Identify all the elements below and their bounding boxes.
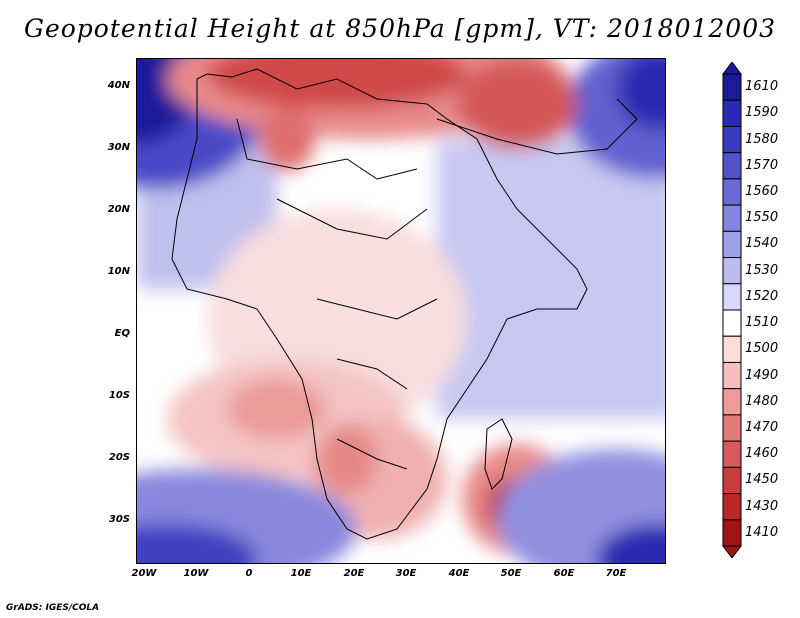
colorbar-swatch (722, 73, 742, 101)
lat-label: 30S (108, 514, 130, 525)
colorbar-arrow-top (722, 62, 742, 75)
colorbar-swatch (722, 99, 742, 127)
lon-label: 20E (343, 568, 365, 579)
colorbar (722, 62, 742, 558)
colorbar-arrow-bottom (722, 545, 742, 558)
lon-label: 70E (605, 568, 627, 579)
colorbar-level-label: 1480 (745, 393, 779, 409)
map-panel (136, 58, 666, 564)
colorbar-swatch (722, 125, 742, 154)
colorbar-swatch (722, 230, 742, 259)
colorbar-swatch (722, 335, 742, 363)
colorbar-level-label: 1470 (745, 420, 779, 435)
colorbar-level-label: 1500 (745, 341, 779, 357)
colorbar-swatch (722, 257, 742, 285)
lon-label: 40E (448, 568, 470, 579)
colorbar-swatch (722, 440, 742, 468)
colorbar-level-label: 1550 (745, 210, 779, 226)
coastline (171, 68, 638, 540)
lat-label: 10N (107, 266, 130, 277)
colorbar-swatch (722, 414, 742, 442)
lon-label: 0 (245, 568, 253, 579)
colorbar-level-label: 1610 (745, 79, 779, 95)
colorbar-level-label: 1520 (745, 288, 779, 304)
colorbar-swatch (722, 204, 742, 232)
colorbar-swatch (722, 361, 742, 390)
colorbar-level-label: 1560 (745, 184, 779, 199)
lat-label: 40N (107, 80, 130, 91)
colorbar-swatch (722, 152, 742, 180)
lon-label: 30E (395, 568, 417, 579)
lat-label: 20N (107, 204, 130, 215)
lon-label: 50E (500, 568, 522, 579)
colorbar-swatch (722, 519, 742, 547)
lat-label: 30N (107, 142, 130, 153)
lat-label: EQ (114, 328, 130, 339)
colorbar-level-label: 1460 (745, 446, 779, 462)
colorbar-swatch (722, 466, 742, 495)
colorbar-level-label: 1540 (745, 236, 779, 252)
colorbar-level-label: 1590 (745, 105, 779, 121)
lon-label: 10E (290, 568, 312, 579)
lon-label: 60E (553, 568, 575, 579)
lat-label: 10S (108, 390, 130, 401)
colorbar-swatch (722, 493, 742, 521)
geopotential-field (137, 59, 665, 563)
colorbar-swatch (722, 388, 742, 416)
lon-label: 10W (183, 568, 209, 579)
colorbar-level-label: 1410 (745, 524, 779, 540)
colorbar-swatch (722, 178, 742, 206)
colorbar-level-label: 1490 (745, 367, 779, 383)
footer-credit: GrADS: IGES/COLA (6, 603, 100, 613)
colorbar-swatch (722, 309, 742, 337)
lat-label: 20S (108, 452, 130, 463)
colorbar-level-label: 1430 (745, 498, 779, 514)
map-title: Geopotential Height at 850hPa [gpm], VT:… (23, 14, 777, 43)
colorbar-level-label: 1510 (745, 315, 779, 331)
colorbar-level-label: 1580 (745, 131, 779, 147)
lon-label: 20W (131, 568, 157, 579)
colorbar-level-label: 1450 (745, 472, 779, 488)
colorbar-level-label: 1570 (745, 157, 779, 173)
colorbar-swatch (722, 283, 742, 311)
colorbar-level-label: 1530 (745, 262, 779, 278)
